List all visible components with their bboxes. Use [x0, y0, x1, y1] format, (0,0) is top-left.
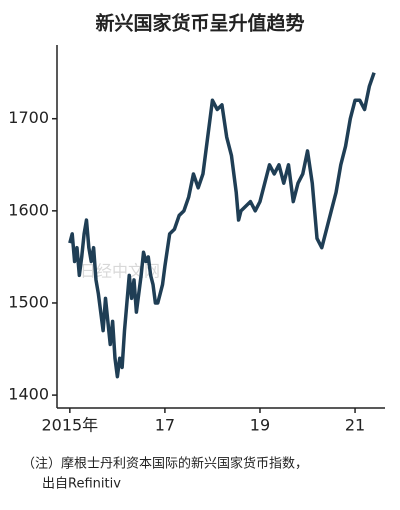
x-tick-label: 2015年 [41, 416, 98, 435]
x-tick-label: 21 [345, 416, 365, 435]
x-tick-label: 19 [250, 416, 270, 435]
y-tick-label: 1500 [8, 292, 49, 311]
y-tick-label: 1600 [8, 200, 49, 219]
x-tick-label: 17 [155, 416, 175, 435]
y-tick-label: 1400 [8, 385, 49, 404]
y-tick-label: 1700 [8, 108, 49, 127]
note: 出自Refinitiv [42, 477, 121, 492]
chart-title: 新兴国家货币呈升值趋势 [95, 12, 304, 35]
series-line [68, 72, 376, 379]
note: （注）摩根士丹利资本国际的新兴国家货币指数， [22, 456, 308, 472]
